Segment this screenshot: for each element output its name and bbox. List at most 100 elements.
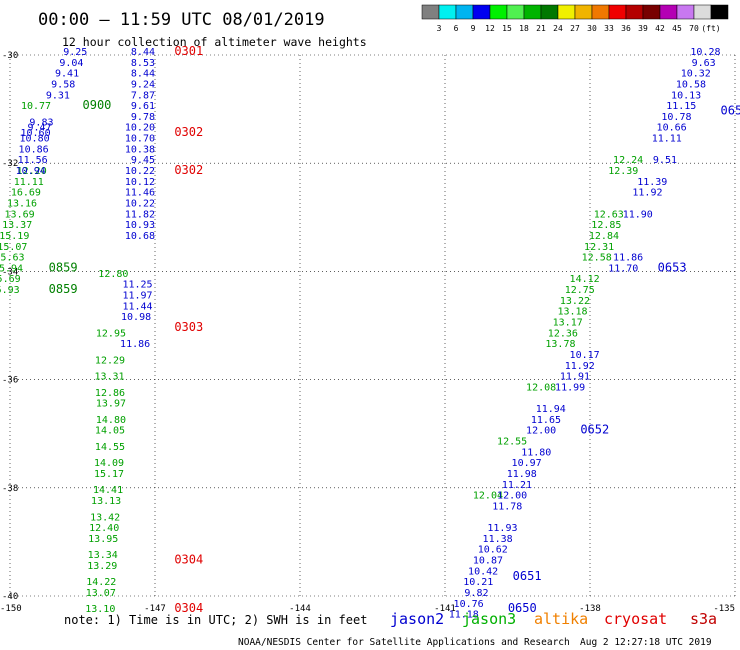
jason2-value: 9.04 — [59, 58, 83, 69]
wave-height-values: 10.7712.2011.1116.6913.1613.6913.3715.19… — [0, 47, 721, 621]
jason3-value: 13.34 — [88, 550, 118, 561]
scale-swatch — [659, 4, 678, 20]
scale-swatch — [676, 4, 695, 20]
scale-label: 45 — [672, 24, 682, 33]
timestamp-text: Aug 2 12:27:18 UTC 2019 — [580, 637, 712, 648]
jason2-value: 9.41 — [55, 69, 79, 80]
jason2-value: 10.93 — [125, 220, 155, 231]
pass-time-labels: 0301 0302 0302 0303 0304 0304 0900 0859 0859 0653… — [49, 44, 740, 615]
sat-legend-s3a: s3a — [690, 610, 717, 628]
jason3-value: 15.07 — [0, 242, 27, 253]
jason2-value: 10.38 — [125, 144, 155, 155]
chart-title: 00:00 – 11:59 UTC 08/01/2019 — [38, 10, 325, 30]
jason2-value: 11.92 — [565, 361, 595, 372]
jason2-value: 11.90 — [623, 209, 653, 220]
scale-swatch — [421, 4, 440, 20]
jason2-value: 11.80 — [521, 447, 551, 458]
jason2-value: 11.99 — [555, 382, 585, 393]
jason2-value: 11.56 — [18, 155, 48, 166]
jason2-value: 10.80 — [20, 134, 50, 145]
jason3-value: 12.36 — [548, 328, 578, 339]
jason2-value: 11.38 — [483, 534, 513, 545]
credit-text: NOAA/NESDIS Center for Satellite Applica… — [238, 637, 570, 648]
jason2-value: 11.94 — [536, 404, 566, 415]
scale-label: 27 — [570, 24, 580, 33]
jason2-value: 9.83 — [29, 117, 53, 128]
pass-time-label: 0302 — [174, 125, 203, 139]
jason2-value: 11.11 — [652, 134, 682, 145]
jason2-value: 10.97 — [512, 458, 542, 469]
sat-legend-cryosat: cryosat — [604, 610, 667, 628]
jason2-value: 9.31 — [46, 90, 70, 101]
jason2-value: 11.25 — [122, 280, 152, 291]
jason2-value: 11.46 — [125, 188, 155, 199]
pass-time-label: 065 — [721, 104, 740, 118]
scale-label: 21 — [536, 24, 546, 33]
scale-swatch — [489, 4, 508, 20]
jason3-value: 13.78 — [545, 339, 575, 350]
sat-legend-altika: altika — [534, 610, 588, 628]
jason2-value: 11.86 — [120, 339, 150, 350]
jason2-value: 10.58 — [676, 79, 706, 90]
scale-label: 12 — [485, 24, 495, 33]
jason2-value: 9.63 — [692, 58, 716, 69]
scale-swatch — [574, 4, 593, 20]
jason2-value: 11.44 — [122, 301, 152, 312]
jason2-value: 11.21 — [502, 480, 532, 491]
grid-lines — [9, 54, 736, 597]
jason2-value: 11.18 — [449, 610, 479, 621]
pass-time-label: 0302 — [174, 163, 203, 177]
jason2-value: 10.68 — [125, 231, 155, 242]
jason3-value: 13.22 — [560, 296, 590, 307]
jason2-value: 11.78 — [492, 501, 522, 512]
jason2-value: 7.87 — [131, 90, 155, 101]
jason3-value: 15.93 — [0, 285, 20, 296]
jason3-value: 13.07 — [86, 588, 116, 599]
scale-label: 9 — [471, 24, 476, 33]
jason3-value: 12.80 — [98, 269, 128, 280]
jason3-value: 13.42 — [90, 512, 120, 523]
scale-label: 39 — [638, 24, 648, 33]
jason3-value: 14.12 — [570, 274, 600, 285]
jason3-value: 14.22 — [86, 577, 116, 588]
jason2-value: 10.42 — [468, 566, 498, 577]
jason3-value: 13.13 — [91, 496, 121, 507]
jason2-value: 11.97 — [122, 290, 152, 301]
jason3-value: 12.39 — [608, 166, 638, 177]
scale-swatch — [625, 4, 644, 20]
jason3-value: 12.86 — [95, 388, 125, 399]
footer-note: note: 1) Time is in UTC; 2) SWH is in fe… — [64, 613, 367, 627]
jason2-value: 10.78 — [661, 112, 691, 123]
jason3-value: 12.04 — [473, 491, 503, 502]
scale-swatch — [506, 4, 525, 20]
jason2-value: 10.94 — [16, 166, 46, 177]
pass-time-label: 0304 — [174, 553, 203, 567]
y-tick-label: -34 — [2, 267, 18, 277]
jason3-value: 13.17 — [553, 318, 583, 329]
jason3-value: 13.16 — [7, 198, 37, 209]
jason3-value: 12.24 — [613, 155, 643, 166]
jason2-value: 9.78 — [131, 112, 155, 123]
jason2-value: 9.82 — [464, 588, 488, 599]
scale-swatch — [557, 4, 576, 20]
scale-label: 15 — [502, 24, 512, 33]
jason2-value: 10.12 — [125, 177, 155, 188]
scale-label: 18 — [519, 24, 529, 33]
jason2-value: 10.66 — [657, 123, 687, 134]
jason2-value: 10.13 — [671, 90, 701, 101]
pass-time-label: 0652 — [580, 423, 609, 437]
jason3-value: 13.29 — [87, 561, 117, 572]
jason2-value: 10.32 — [681, 69, 711, 80]
jason3-value: 12.63 — [594, 209, 624, 220]
y-tick-label: -30 — [2, 51, 18, 61]
jason2-value: 10.87 — [473, 556, 503, 567]
jason3-value: 12.08 — [526, 382, 556, 393]
scale-label: 42 — [655, 24, 665, 33]
jason3-value: 15.19 — [0, 231, 29, 242]
pass-time-label: 0304 — [174, 601, 203, 615]
scale-swatch — [438, 4, 457, 20]
jason2-value: 10.21 — [463, 577, 493, 588]
jason2-value: 10.86 — [19, 144, 49, 155]
jason3-value: 12.29 — [95, 355, 125, 366]
scale-label: 3 — [437, 24, 442, 33]
